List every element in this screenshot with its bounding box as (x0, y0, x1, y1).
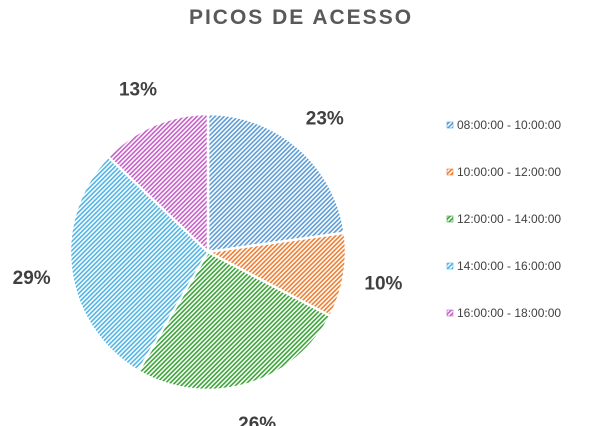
legend-label-1: 08:00:00 - 10:00:00 (457, 118, 561, 132)
legend-marker-4 (447, 263, 453, 269)
legend-label-5: 16:00:00 - 18:00:00 (457, 306, 561, 320)
slice-label-1: 23% (306, 109, 344, 130)
slice-label-2: 10% (364, 273, 402, 294)
legend-marker-5 (447, 310, 453, 316)
pie-slice-1 (208, 114, 345, 252)
legend-label-4: 14:00:00 - 16:00:00 (457, 259, 561, 273)
legend: 08:00:00 - 10:00:00 10:00:00 - 12:00:00 12… (447, 118, 561, 320)
slice-label-4: 29% (13, 268, 51, 289)
legend-label-2: 10:00:00 - 12:00:00 (457, 165, 561, 179)
legend-label-3: 12:00:00 - 14:00:00 (457, 212, 561, 226)
slice-label-5: 13% (119, 79, 157, 100)
legend-marker-2 (447, 169, 453, 175)
legend-marker-1 (447, 122, 453, 128)
legend-marker-3 (447, 216, 453, 222)
slice-label-3: 26% (238, 414, 276, 426)
pie-slices (70, 114, 346, 390)
